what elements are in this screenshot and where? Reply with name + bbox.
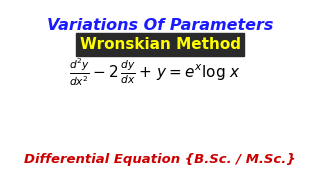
Text: Wronskian Method: Wronskian Method [79, 37, 241, 52]
Text: Variations Of Parameters: Variations Of Parameters [47, 18, 273, 33]
Text: $\frac{d^2y}{dx^2} - 2\,\frac{dy}{dx} + \,y = e^{x}\log\,x$: $\frac{d^2y}{dx^2} - 2\,\frac{dy}{dx} + … [69, 56, 241, 88]
Text: Differential Equation {B.Sc. / M.Sc.}: Differential Equation {B.Sc. / M.Sc.} [24, 154, 296, 166]
